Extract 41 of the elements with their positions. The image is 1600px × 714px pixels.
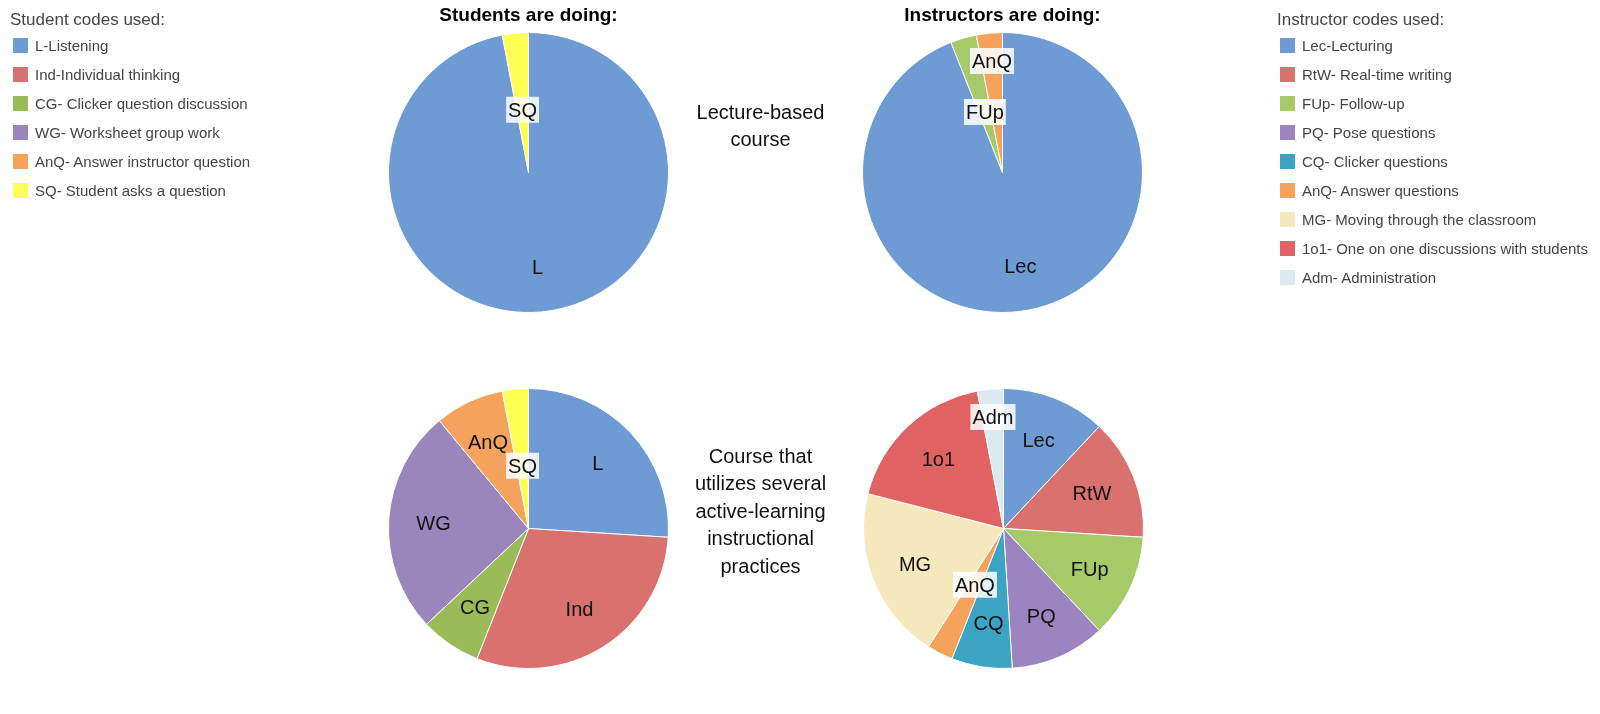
legend-label: MG- Moving through the classroom	[1301, 210, 1537, 228]
slice-label: 1o1	[921, 448, 956, 471]
slice-label: L	[592, 452, 604, 475]
chart-title: Students are doing:	[439, 4, 618, 25]
legend-label: RtW- Real-time writing	[1301, 65, 1452, 83]
slice-label: MG	[898, 552, 932, 575]
legend-label: 1o1- One on one discussions with students	[1301, 239, 1588, 257]
legend-label: CQ- Clicker questions	[1301, 152, 1448, 170]
legend-title: Instructor codes used:	[1276, 10, 1446, 30]
legend-label: CG- Clicker question discussion	[35, 94, 248, 112]
legend-label: PQ- Pose questions	[1301, 123, 1436, 141]
text: Lecture-based course	[696, 100, 825, 151]
slice-label: FUp	[1070, 558, 1109, 581]
text: Course that utilizes several active-learning instructional practices	[694, 444, 827, 577]
data-label: AnQ	[971, 50, 1012, 72]
slice-label: WG	[416, 511, 451, 534]
legend-label: AnQ- Answer instructor question	[35, 152, 251, 170]
legend-label: SQ- Student asks a question	[35, 181, 226, 199]
legend-label: WG- Worksheet group work	[35, 123, 220, 141]
data-label: L	[531, 256, 544, 279]
slice-label: Lec	[1022, 428, 1055, 451]
slice-label: CG	[459, 596, 490, 619]
legend-label: Ind-Individual thinking	[35, 65, 181, 83]
slice-label: Ind	[565, 597, 594, 620]
legend-label: L-Listening	[35, 36, 109, 54]
legend-label: Adm- Administration	[1301, 268, 1437, 286]
slice-label: PQ	[1026, 604, 1056, 627]
legend-label: Lec-Lecturing	[1301, 36, 1393, 54]
slice-label: AnQ	[467, 431, 508, 454]
slice-label: SQ	[508, 454, 538, 477]
slice-label: RtW	[1072, 482, 1112, 505]
slice-label: AnQ	[954, 573, 995, 596]
data-label: SQ	[508, 98, 538, 121]
legend-title: Student codes used:	[10, 10, 166, 30]
legend-label: AnQ- Answer questions	[1301, 181, 1459, 199]
data-label: Lec	[1004, 255, 1037, 278]
data-label: FUp	[966, 101, 1004, 123]
legend-label: FUp- Follow-up	[1301, 94, 1405, 112]
chart-title: Instructors are doing:	[904, 4, 1101, 25]
slice-label: Adm	[972, 406, 1014, 428]
slice-label: CQ	[973, 611, 1004, 634]
